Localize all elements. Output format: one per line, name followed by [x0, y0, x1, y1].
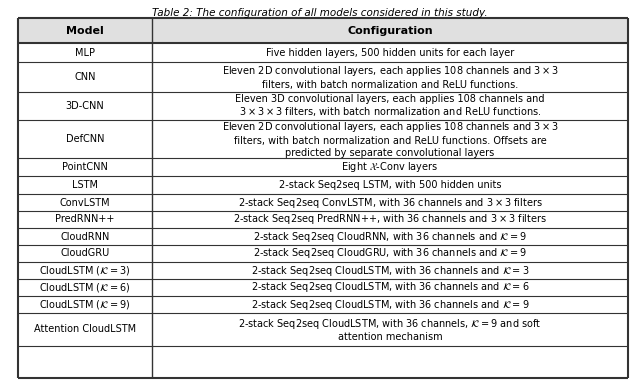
Text: 2-stack Seq2seq CloudLSTM, with 36 channels and $\mathcal{K} = 6$: 2-stack Seq2seq CloudLSTM, with 36 chann… [251, 280, 529, 295]
Text: LSTM: LSTM [72, 180, 98, 190]
Text: 3D-CNN: 3D-CNN [66, 101, 104, 111]
Text: 2-stack Seq2seq CloudLSTM, with 36 channels and $\mathcal{K} = 9$: 2-stack Seq2seq CloudLSTM, with 36 chann… [251, 298, 529, 311]
Text: Eleven 3D convolutional layers, each applies 108 channels and
$3 \times 3 \times: Eleven 3D convolutional layers, each app… [236, 93, 545, 119]
Text: MLP: MLP [75, 48, 95, 58]
Text: PredRNN++: PredRNN++ [56, 215, 115, 225]
Text: Eleven 2D convolutional layers, each applies 108 channels and $3 \times 3$
filte: Eleven 2D convolutional layers, each app… [221, 121, 559, 157]
Text: 2-stack Seq2seq ConvLSTM, with 36 channels and $3 \times 3$ filters: 2-stack Seq2seq ConvLSTM, with 36 channe… [237, 195, 543, 210]
Bar [18, 18, 628, 43]
Text: Eleven 2D convolutional layers, each applies 108 channels and $3 \times 3$
filte: Eleven 2D convolutional layers, each app… [221, 64, 559, 90]
Text: CloudLSTM ($\mathcal{K} = 9$): CloudLSTM ($\mathcal{K} = 9$) [39, 298, 131, 311]
Text: 2-stack Seq2seq LSTM, with 500 hidden units: 2-stack Seq2seq LSTM, with 500 hidden un… [279, 180, 501, 190]
Text: CloudGRU: CloudGRU [60, 248, 109, 258]
Text: CloudRNN: CloudRNN [60, 232, 110, 242]
Text: 2-stack Seq2seq CloudLSTM, with 36 channels and $\mathcal{K} = 3$: 2-stack Seq2seq CloudLSTM, with 36 chann… [251, 263, 529, 278]
Text: Attention CloudLSTM: Attention CloudLSTM [34, 324, 136, 334]
Text: ConvLSTM: ConvLSTM [60, 197, 111, 207]
Text: CNN: CNN [74, 72, 96, 82]
Text: PointCNN: PointCNN [62, 162, 108, 172]
Text: DefCNN: DefCNN [66, 134, 104, 144]
Text: 2-stack Seq2seq CloudRNN, with 36 channels and $\mathcal{K} = 9$: 2-stack Seq2seq CloudRNN, with 36 channe… [253, 230, 527, 243]
Text: Model: Model [66, 25, 104, 35]
Text: CloudLSTM ($\mathcal{K} = 6$): CloudLSTM ($\mathcal{K} = 6$) [39, 281, 131, 294]
Text: Five hidden layers, 500 hidden units for each layer: Five hidden layers, 500 hidden units for… [266, 48, 514, 58]
Text: 2-stack Seq2seq PredRNN++, with 36 channels and $3 \times 3$ filters: 2-stack Seq2seq PredRNN++, with 36 chann… [233, 212, 547, 227]
Text: Configuration: Configuration [348, 25, 433, 35]
Text: 2-stack Seq2seq CloudGRU, with 36 channels and $\mathcal{K} = 9$: 2-stack Seq2seq CloudGRU, with 36 channe… [253, 247, 527, 260]
Text: Table 2: The configuration of all models considered in this study.: Table 2: The configuration of all models… [152, 8, 488, 18]
Text: 2-stack Seq2seq CloudLSTM, with 36 channels, $\mathcal{K} = 9$ and soft
attentio: 2-stack Seq2seq CloudLSTM, with 36 chann… [238, 317, 542, 342]
Text: Eight $\mathcal{X}$-Conv layers: Eight $\mathcal{X}$-Conv layers [341, 160, 439, 174]
Text: CloudLSTM ($\mathcal{K} = 3$): CloudLSTM ($\mathcal{K} = 3$) [39, 264, 131, 277]
